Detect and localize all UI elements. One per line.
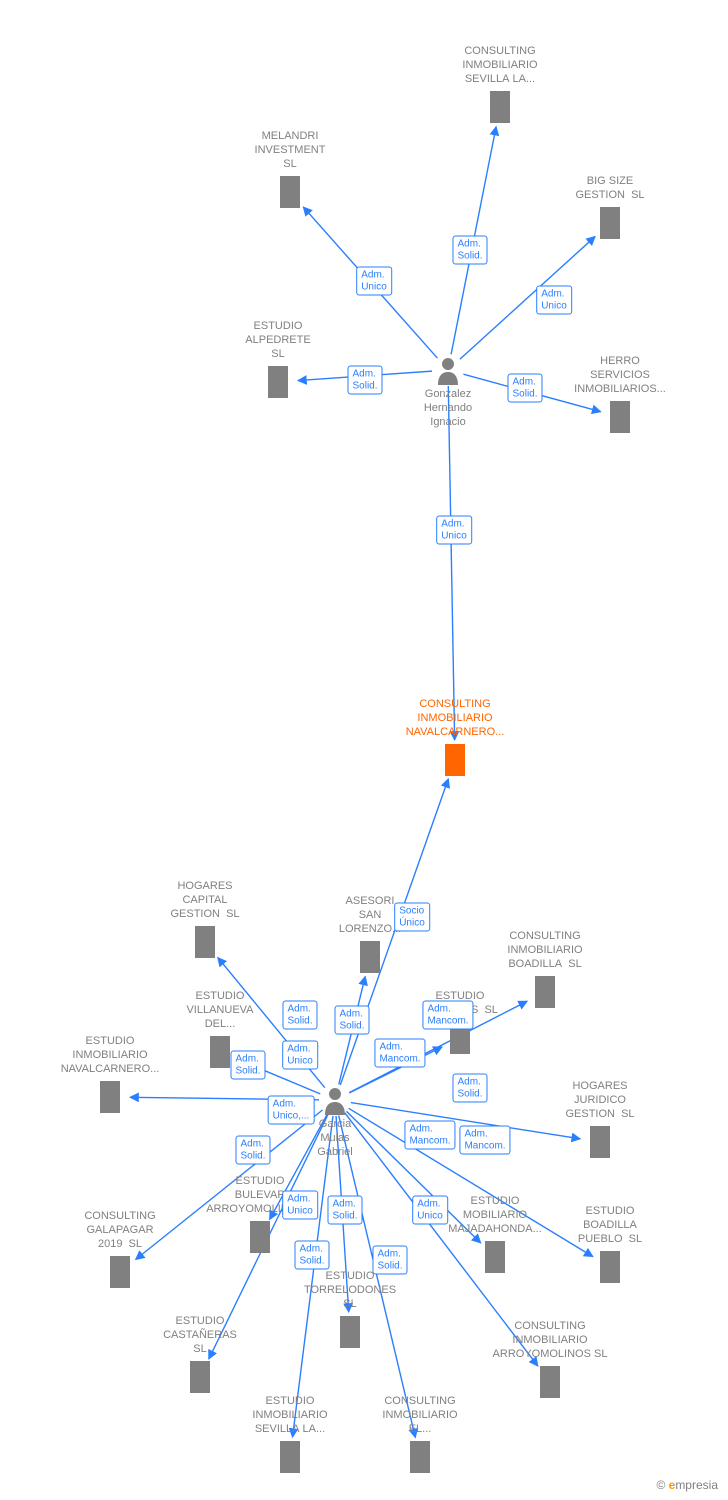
edge-label: Adm. Unico xyxy=(356,267,392,296)
building-icon xyxy=(410,1441,430,1473)
edge-label: Adm. Solid. xyxy=(282,1001,317,1030)
edge-label: Adm. Unico xyxy=(282,1191,318,1220)
company-label: HOGARESCAPITALGESTION SL xyxy=(170,880,239,921)
company-node[interactable]: ESTUDIOINMOBILIARIOSEVILLA LA... xyxy=(252,1395,327,1440)
edge-label: Adm. Solid. xyxy=(452,236,487,265)
company-label: ASESORISANLORENZO... xyxy=(339,895,401,936)
edge-label: Adm. Solid. xyxy=(372,1246,407,1275)
building-icon xyxy=(280,1441,300,1473)
edge-label: Adm. Solid. xyxy=(334,1006,369,1035)
company-label: ESTUDIOTORRELODONESSL xyxy=(304,1270,396,1311)
company-node[interactable]: CONSULTINGINMOBILIARIOARROYOMOLINOS SL xyxy=(493,1320,608,1365)
company-label: CONSULTINGINMOBILIARIOSEVILLA LA... xyxy=(462,45,537,86)
edge-label: Adm. Unico xyxy=(412,1196,448,1225)
company-node[interactable]: ESTUDIOMOBILIARIOMAJADAHONDA... xyxy=(448,1195,542,1240)
company-node[interactable]: HOGARESCAPITALGESTION SL xyxy=(170,880,239,925)
edge-label: Adm. Solid. xyxy=(230,1051,265,1080)
company-label: ESTUDIOINMOBILIARIONAVALCARNERO... xyxy=(61,1035,160,1076)
company-label: ESTUDIOCASTAÑERASSL xyxy=(163,1315,237,1356)
company-label: BIG SIZEGESTION SL xyxy=(575,175,644,203)
company-node[interactable]: ESTUDIOALPEDRETESL xyxy=(245,320,310,365)
company-node[interactable]: ESTUDIOVILLANUEVADEL... xyxy=(186,990,253,1035)
building-icon xyxy=(600,1251,620,1283)
edge-label: Adm. Solid. xyxy=(347,366,382,395)
company-label: ESTUDIOVILLANUEVADEL... xyxy=(186,990,253,1031)
company-label: ESTUDIOALPEDRETESL xyxy=(245,320,310,361)
building-icon xyxy=(540,1366,560,1398)
building-icon xyxy=(590,1126,610,1158)
edge-label: Adm. Solid. xyxy=(507,374,542,403)
company-label: HOGARESJURIDICOGESTION SL xyxy=(565,1080,634,1121)
company-label: CONSULTINGINMOBILIARIOEL... xyxy=(382,1395,457,1436)
company-label: ESTUDIOINMOBILIARIOSEVILLA LA... xyxy=(252,1395,327,1436)
edge-label: Adm. Mancom. xyxy=(374,1039,425,1068)
person-icon xyxy=(438,358,458,385)
edge-label: Adm. Mancom. xyxy=(422,1001,473,1030)
company-label: CONSULTINGINMOBILIARIOARROYOMOLINOS SL xyxy=(493,1320,608,1361)
building-icon xyxy=(340,1316,360,1348)
building-icon xyxy=(268,366,288,398)
company-label: MELANDRIINVESTMENTSL xyxy=(255,130,326,171)
copyright-symbol: © xyxy=(656,1478,665,1492)
company-node[interactable]: CONSULTINGINMOBILIARIOSEVILLA LA... xyxy=(462,45,537,90)
company-node[interactable]: CONSULTINGINMOBILIARIOEL... xyxy=(382,1395,457,1440)
company-node[interactable]: CONSULTINGGALAPAGAR2019 SL xyxy=(84,1210,155,1255)
watermark: © empresia xyxy=(656,1478,718,1492)
building-icon xyxy=(195,926,215,958)
building-icon xyxy=(490,91,510,123)
person-icon xyxy=(325,1088,345,1115)
edge-label: Adm. Solid. xyxy=(327,1196,362,1225)
person-node[interactable]: GonzalezHernandoIgnacio xyxy=(424,386,472,429)
building-icon xyxy=(445,744,465,776)
company-node[interactable]: ESTUDIOINMOBILIARIONAVALCARNERO... xyxy=(61,1035,160,1080)
building-icon xyxy=(100,1081,120,1113)
edge-label: Socio Único xyxy=(394,903,430,932)
company-node[interactable]: CONSULTINGINMOBILIARIONAVALCARNERO... xyxy=(406,698,505,743)
company-node[interactable]: CONSULTINGINMOBILIARIOBOADILLA SL xyxy=(507,930,582,975)
building-icon xyxy=(535,976,555,1008)
company-node[interactable]: ESTUDIOTORRELODONESSL xyxy=(304,1270,396,1315)
company-label: CONSULTINGGALAPAGAR2019 SL xyxy=(84,1210,155,1251)
building-icon xyxy=(210,1036,230,1068)
brand-rest: mpresia xyxy=(675,1478,718,1492)
person-label: GonzalezHernandoIgnacio xyxy=(424,388,472,429)
edge-label: Adm. Unico,... xyxy=(268,1096,315,1125)
edge-label: Adm. Solid. xyxy=(235,1136,270,1165)
edge-label: Adm. Unico xyxy=(436,516,472,545)
person-node[interactable]: GarciaMulasGabriel xyxy=(317,1116,352,1159)
building-icon xyxy=(610,401,630,433)
edge-label: Adm. Unico xyxy=(282,1041,318,1070)
edge-label: Adm. Unico xyxy=(536,286,572,315)
company-node[interactable]: HOGARESJURIDICOGESTION SL xyxy=(565,1080,634,1125)
building-icon xyxy=(250,1221,270,1253)
edge-label: Adm. Solid. xyxy=(452,1074,487,1103)
building-icon xyxy=(190,1361,210,1393)
company-label: CONSULTINGINMOBILIARIOBOADILLA SL xyxy=(507,930,582,971)
edge-label: Adm. Solid. xyxy=(294,1241,329,1270)
person-label: GarciaMulasGabriel xyxy=(317,1118,352,1159)
company-label: ESTUDIOMOBILIARIOMAJADAHONDA... xyxy=(448,1195,542,1236)
company-node[interactable]: HERROSERVICIOSINMOBILIARIOS... xyxy=(574,355,666,400)
company-node[interactable]: BIG SIZEGESTION SL xyxy=(575,175,644,207)
building-icon xyxy=(110,1256,130,1288)
company-label: CONSULTINGINMOBILIARIONAVALCARNERO... xyxy=(406,698,505,739)
company-label: HERROSERVICIOSINMOBILIARIOS... xyxy=(574,355,666,396)
company-node[interactable]: ESTUDIOBOADILLAPUEBLO SL xyxy=(578,1205,642,1250)
company-node[interactable]: MELANDRIINVESTMENTSL xyxy=(255,130,326,175)
edge-label: Adm. Mancom. xyxy=(404,1121,455,1150)
company-node[interactable]: ESTUDIOCASTAÑERASSL xyxy=(163,1315,237,1360)
company-label: ESTUDIOBOADILLAPUEBLO SL xyxy=(578,1205,642,1246)
company-node[interactable]: ASESORISANLORENZO... xyxy=(339,895,401,940)
edge-line xyxy=(448,386,454,740)
building-icon xyxy=(485,1241,505,1273)
building-icon xyxy=(280,176,300,208)
edge-label: Adm. Mancom. xyxy=(459,1126,510,1155)
building-icon xyxy=(360,941,380,973)
building-icon xyxy=(600,207,620,239)
